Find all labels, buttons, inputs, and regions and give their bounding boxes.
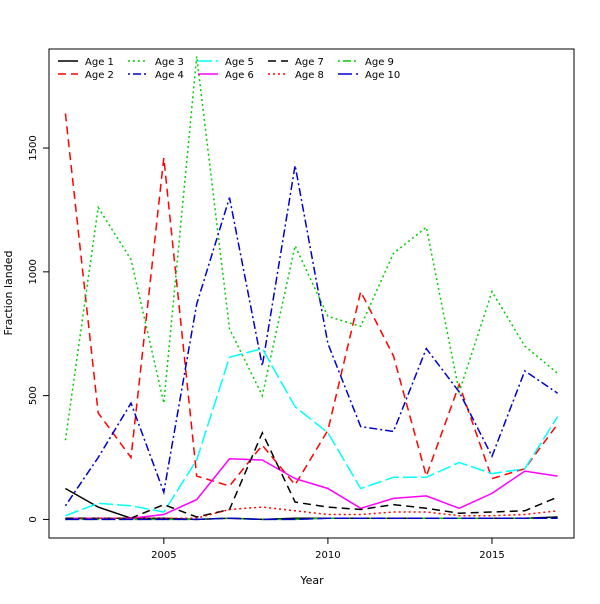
legend-label-3: Age 3 [155,57,184,68]
series-line-6 [65,458,558,519]
x-axis-label: Year [299,574,324,587]
y-tick-label-2: 1000 [28,259,39,284]
series-line-3 [64,56,559,441]
x-tick-label-2: 2015 [479,550,504,561]
legend-label-2: Age 2 [85,70,114,81]
series-line-10 [65,517,558,521]
legend-label-8: Age 8 [295,70,324,81]
x-tick-label-0: 2005 [151,550,176,561]
legend-label-6: Age 6 [225,70,254,81]
legend-label-10: Age 10 [365,70,400,81]
axes: 2005 2010 2015 0 500 1000 1500 [28,135,505,561]
x-tick-label-1: 2010 [315,550,340,561]
series-line-5 [65,347,559,517]
legend-label-4: Age 4 [155,70,184,81]
y-axis-label: Fraction landed [2,251,15,336]
y-tick-label-0: 0 [28,516,39,522]
legend-label-9: Age 9 [365,57,394,68]
legend-label-7: Age 7 [295,57,324,68]
y-tick-label-1: 500 [28,386,39,405]
plot-frame [48,48,575,539]
y-tick-label-3: 1500 [28,135,39,160]
series-line-7 [65,430,558,519]
series-layer [64,56,559,521]
legend-label-5: Age 5 [225,57,254,68]
legend: Age 1 Age 2 Age 3 Age 4 Age 5 Age 6 Age 7 Age 8… [58,57,400,81]
legend-label-1: Age 1 [85,57,114,68]
series-line-2 [64,113,559,487]
series-line-4 [64,165,559,507]
